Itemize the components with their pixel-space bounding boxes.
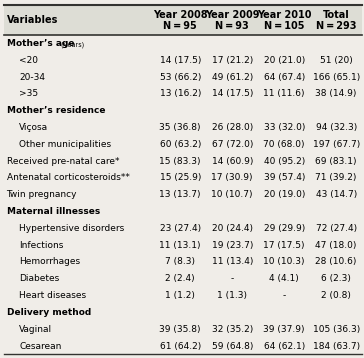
Text: Infections: Infections xyxy=(19,241,64,250)
Text: 70 (68.0): 70 (68.0) xyxy=(264,140,305,149)
Text: 17 (21.2): 17 (21.2) xyxy=(211,56,253,65)
Text: Year 2009: Year 2009 xyxy=(205,10,260,20)
Text: N = 93: N = 93 xyxy=(215,20,249,30)
Text: Cesarean: Cesarean xyxy=(19,342,62,350)
Text: 20 (21.0): 20 (21.0) xyxy=(264,56,305,65)
Text: 40 (95.2): 40 (95.2) xyxy=(264,156,305,166)
Text: Variables: Variables xyxy=(7,15,58,25)
Text: 17 (30.9): 17 (30.9) xyxy=(211,173,253,183)
Text: 43 (14.7): 43 (14.7) xyxy=(316,190,357,199)
Text: 33 (32.0): 33 (32.0) xyxy=(264,123,305,132)
Text: 17 (17.5): 17 (17.5) xyxy=(264,241,305,250)
Text: Viçosa: Viçosa xyxy=(19,123,48,132)
Text: 4 (4.1): 4 (4.1) xyxy=(269,274,299,283)
Text: 39 (37.9): 39 (37.9) xyxy=(264,325,305,334)
Text: 14 (17.5): 14 (17.5) xyxy=(159,56,201,65)
Text: 11 (13.4): 11 (13.4) xyxy=(211,257,253,266)
Text: 7 (8.3): 7 (8.3) xyxy=(165,257,195,266)
Text: Heart diseases: Heart diseases xyxy=(19,291,86,300)
Text: 15 (83.3): 15 (83.3) xyxy=(159,156,201,166)
Text: 6 (2.3): 6 (2.3) xyxy=(321,274,351,283)
Text: 2 (2.4): 2 (2.4) xyxy=(165,274,195,283)
Text: Vaginal: Vaginal xyxy=(19,325,52,334)
Text: Mother’s residence: Mother’s residence xyxy=(7,106,105,115)
Text: (years): (years) xyxy=(59,41,84,48)
Text: Received pre-natal care*: Received pre-natal care* xyxy=(7,156,119,166)
Text: 105 (36.3): 105 (36.3) xyxy=(313,325,360,334)
Text: 13 (16.2): 13 (16.2) xyxy=(159,90,201,98)
Text: Other municipalities: Other municipalities xyxy=(19,140,111,149)
Text: 61 (64.2): 61 (64.2) xyxy=(159,342,201,350)
Text: >35: >35 xyxy=(19,90,39,98)
Text: 10 (10.7): 10 (10.7) xyxy=(211,190,253,199)
Text: Hemorrhages: Hemorrhages xyxy=(19,257,80,266)
Text: 59 (64.8): 59 (64.8) xyxy=(211,342,253,350)
Text: 20 (19.0): 20 (19.0) xyxy=(264,190,305,199)
Text: 32 (35.2): 32 (35.2) xyxy=(211,325,253,334)
Text: N = 95: N = 95 xyxy=(163,20,197,30)
Text: 71 (39.2): 71 (39.2) xyxy=(316,173,357,183)
Text: 72 (27.4): 72 (27.4) xyxy=(316,224,357,233)
Text: 53 (66.2): 53 (66.2) xyxy=(159,73,201,82)
Text: -: - xyxy=(230,274,234,283)
Text: Maternal illnesses: Maternal illnesses xyxy=(7,207,100,216)
Text: Hypertensive disorders: Hypertensive disorders xyxy=(19,224,124,233)
Text: 67 (72.0): 67 (72.0) xyxy=(211,140,253,149)
Text: 14 (17.5): 14 (17.5) xyxy=(211,90,253,98)
Text: 20 (24.4): 20 (24.4) xyxy=(212,224,253,233)
Text: 60 (63.2): 60 (63.2) xyxy=(159,140,201,149)
Text: 166 (65.1): 166 (65.1) xyxy=(313,73,360,82)
Text: 20-34: 20-34 xyxy=(19,73,45,82)
Text: 184 (63.7): 184 (63.7) xyxy=(313,342,360,350)
Text: 2 (0.8): 2 (0.8) xyxy=(321,291,351,300)
Text: 39 (35.8): 39 (35.8) xyxy=(159,325,201,334)
Text: -: - xyxy=(282,291,286,300)
Text: Total: Total xyxy=(323,10,349,20)
Text: 197 (67.7): 197 (67.7) xyxy=(313,140,360,149)
Text: Mother’s age: Mother’s age xyxy=(7,39,74,48)
Text: 28 (10.6): 28 (10.6) xyxy=(316,257,357,266)
Text: 11 (13.1): 11 (13.1) xyxy=(159,241,201,250)
Text: 29 (29.9): 29 (29.9) xyxy=(264,224,305,233)
Text: 15 (25.9): 15 (25.9) xyxy=(159,173,201,183)
Text: 35 (36.8): 35 (36.8) xyxy=(159,123,201,132)
Text: 10 (10.3): 10 (10.3) xyxy=(264,257,305,266)
Text: 13 (13.7): 13 (13.7) xyxy=(159,190,201,199)
Text: 26 (28.0): 26 (28.0) xyxy=(211,123,253,132)
Text: 69 (83.1): 69 (83.1) xyxy=(316,156,357,166)
Text: 11 (11.6): 11 (11.6) xyxy=(264,90,305,98)
Text: 14 (60.9): 14 (60.9) xyxy=(211,156,253,166)
Text: Delivery method: Delivery method xyxy=(7,308,91,317)
Text: 23 (27.4): 23 (27.4) xyxy=(160,224,201,233)
Text: 51 (20): 51 (20) xyxy=(320,56,353,65)
Text: 1 (1.3): 1 (1.3) xyxy=(217,291,247,300)
Text: N = 105: N = 105 xyxy=(264,20,304,30)
Text: 64 (62.1): 64 (62.1) xyxy=(264,342,305,350)
Text: Antenatal corticosteroids**: Antenatal corticosteroids** xyxy=(7,173,130,183)
Text: Twin pregnancy: Twin pregnancy xyxy=(7,190,77,199)
Text: 19 (23.7): 19 (23.7) xyxy=(211,241,253,250)
Text: 49 (61.2): 49 (61.2) xyxy=(211,73,253,82)
Text: N = 293: N = 293 xyxy=(316,20,356,30)
Text: 47 (18.0): 47 (18.0) xyxy=(316,241,357,250)
Text: <20: <20 xyxy=(19,56,38,65)
Text: 38 (14.9): 38 (14.9) xyxy=(316,90,357,98)
Text: 39 (57.4): 39 (57.4) xyxy=(264,173,305,183)
Text: Diabetes: Diabetes xyxy=(19,274,60,283)
Text: 64 (67.4): 64 (67.4) xyxy=(264,73,305,82)
Text: Year 2010: Year 2010 xyxy=(257,10,312,20)
Text: Year 2008: Year 2008 xyxy=(153,10,207,20)
Bar xyxy=(4,5,362,35)
Text: 94 (32.3): 94 (32.3) xyxy=(316,123,357,132)
Text: 1 (1.2): 1 (1.2) xyxy=(165,291,195,300)
